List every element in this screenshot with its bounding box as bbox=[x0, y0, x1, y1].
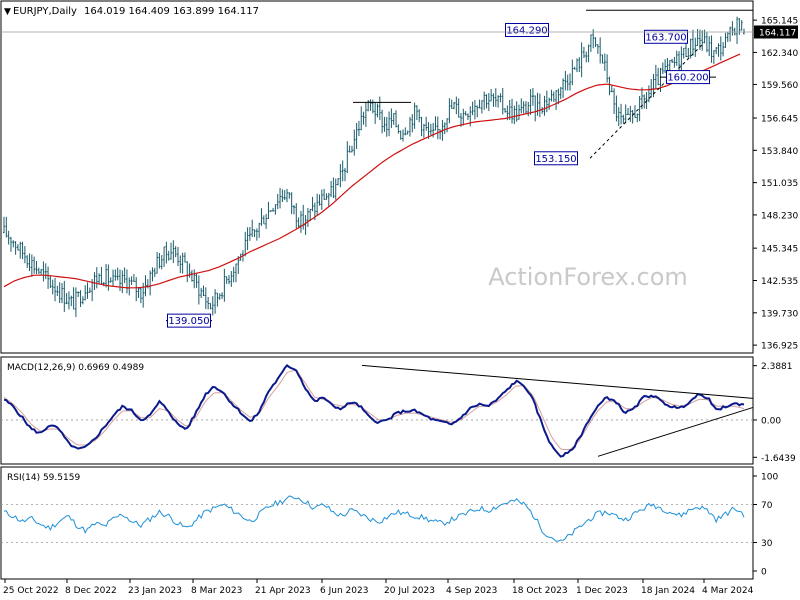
ma-line-path bbox=[3, 53, 741, 289]
price-y-tick-label: 153.840 bbox=[761, 147, 798, 157]
ma-line bbox=[3, 53, 741, 289]
rsi-panel bbox=[0, 466, 754, 580]
rsi-y-tick-label: 100 bbox=[761, 473, 778, 483]
current-price-text: 164.117 bbox=[759, 28, 796, 38]
macd-lines bbox=[1, 364, 754, 458]
price-label-text: 160.200 bbox=[667, 73, 708, 84]
macd-resistance-trendline bbox=[361, 364, 754, 399]
watermark: ActionForex.com bbox=[488, 263, 688, 291]
x-tick-label: 21 Apr 2023 bbox=[255, 586, 311, 596]
macd-signal-line bbox=[3, 369, 745, 450]
price-label-box bbox=[644, 29, 688, 44]
x-tick-label: 1 Dec 2023 bbox=[576, 586, 628, 596]
macd-panel bbox=[0, 356, 754, 465]
macd-y-tick-label: 2.3881 bbox=[761, 362, 793, 372]
price-labels: 164.290 163.700 160.200 153.150 139.050 bbox=[167, 22, 710, 328]
price-label-text: 153.150 bbox=[535, 154, 576, 165]
macd-y-axis: 2.3881 0.00 -1.6439 bbox=[753, 362, 796, 464]
x-tick-label: 6 Jun 2023 bbox=[320, 586, 368, 596]
x-tick-label: 18 Jan 2024 bbox=[641, 586, 695, 596]
x-tick-label: 18 Oct 2023 bbox=[512, 586, 568, 596]
price-candles bbox=[3, 16, 745, 318]
price-y-tick-label: 148.230 bbox=[761, 211, 798, 221]
price-label-box bbox=[505, 22, 549, 37]
price-y-tick-label: 139.730 bbox=[761, 309, 798, 319]
price-label-box bbox=[666, 70, 710, 85]
macd-support-trendline bbox=[597, 406, 754, 457]
x-tick-label: 25 Oct 2022 bbox=[3, 586, 59, 596]
x-axis: 25 Oct 2022 8 Dec 2022 23 Jan 2023 8 Mar 20… bbox=[3, 579, 754, 596]
rsi-lines bbox=[1, 495, 753, 543]
x-tick-label: 20 Jul 2023 bbox=[384, 586, 435, 596]
rsi-y-axis: 100 70 30 0 bbox=[753, 473, 778, 578]
chart-symbol: EURJPY,Daily bbox=[13, 6, 77, 17]
rsi-y-tick-label: 30 bbox=[761, 539, 773, 549]
price-y-tick-label: 145.345 bbox=[761, 245, 798, 255]
price-y-tick-label: 165.145 bbox=[761, 17, 798, 27]
rsi-y-tick-label: 0 bbox=[761, 568, 767, 578]
x-tick-label: 4 Mar 2024 bbox=[702, 586, 754, 596]
price-label-text: 164.290 bbox=[506, 25, 547, 36]
rsi-y-tick-label: 70 bbox=[761, 501, 773, 511]
macd-y-tick-label: -1.6439 bbox=[761, 454, 796, 464]
x-tick-label: 4 Sep 2023 bbox=[446, 586, 497, 596]
price-y-tick-label: 151.035 bbox=[761, 179, 798, 189]
x-tick-label: 8 Mar 2023 bbox=[191, 586, 242, 596]
price-y-tick-label: 142.535 bbox=[761, 277, 798, 287]
rsi-title: RSI(14) 59.5159 bbox=[7, 473, 80, 483]
price-y-tick-label: 136.925 bbox=[761, 342, 798, 352]
x-tick-label: 23 Jan 2023 bbox=[128, 586, 182, 596]
price-label-text: 139.050 bbox=[168, 316, 209, 327]
price-y-tick-label: 159.560 bbox=[761, 81, 798, 91]
current-price-box bbox=[754, 25, 798, 39]
x-tick-label: 8 Dec 2022 bbox=[65, 586, 117, 596]
macd-y-tick-label: 0.00 bbox=[761, 416, 781, 426]
support-trendline bbox=[589, 44, 703, 159]
macd-line bbox=[3, 364, 745, 458]
collapse-triangle-icon[interactable]: ▼ bbox=[4, 7, 11, 17]
rsi-line bbox=[3, 495, 745, 542]
chart-ohlc: 164.019 164.409 163.899 164.117 bbox=[84, 6, 259, 17]
price-y-axis: 165.145 162.340 159.560 156.645 153.840 151.0… bbox=[1, 17, 798, 352]
price-y-tick-label: 156.645 bbox=[761, 115, 798, 125]
price-label-box bbox=[167, 313, 211, 328]
price-panel bbox=[0, 0, 754, 354]
price-label-text: 163.700 bbox=[645, 32, 686, 43]
macd-title: MACD(12,26,9) 0.6969 0.4989 bbox=[7, 363, 144, 373]
price-y-tick-label: 162.340 bbox=[761, 49, 798, 59]
price-label-box bbox=[534, 151, 578, 166]
